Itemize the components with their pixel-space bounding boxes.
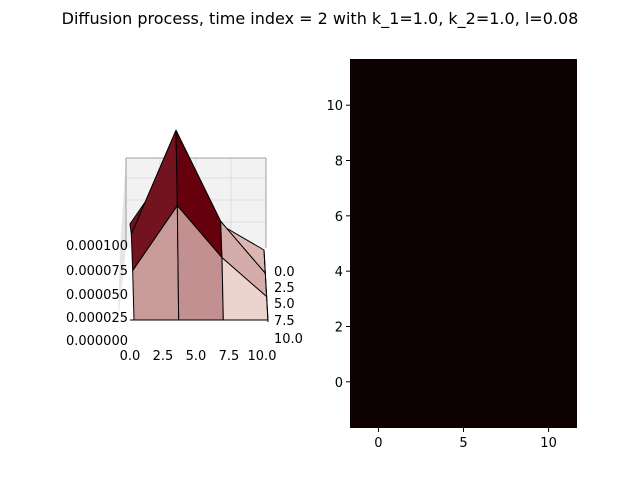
z-tick: 0.000000 (66, 334, 128, 349)
heatmap-x-tick-label: 5 (459, 436, 467, 451)
heatmap-y-tick-label: 4 (335, 265, 343, 280)
heatmap-x-tick-label: 10 (540, 436, 557, 451)
heatmap-y-ticks: 0 2 4 6 8 10 (326, 99, 350, 391)
x-tick: 7.5 (219, 349, 240, 364)
heatmap-x-tick-label: 0 (374, 436, 382, 451)
x-tick: 0.0 (120, 349, 141, 364)
heatmap-y-tick-label: 8 (335, 155, 343, 170)
z-tick: 0.000050 (66, 288, 128, 303)
heatmap-image (350, 59, 577, 428)
z-tick: 0.000100 (66, 239, 128, 254)
x-tick: 10.0 (248, 349, 277, 364)
surface-plot: 0.0 2.5 5.0 7.5 10.0 0.0 2.5 5.0 7.5 10.… (66, 129, 303, 364)
heatmap-x-ticks: 0 5 10 (374, 428, 557, 451)
figure-title: Diffusion process, time index = 2 with k… (62, 9, 579, 29)
heatmap-y-tick-label: 10 (326, 99, 343, 114)
x-tick: 5.0 (186, 349, 207, 364)
y-axis-ticks: 0.0 2.5 5.0 7.5 10.0 (274, 265, 303, 347)
z-tick: 0.000025 (66, 311, 128, 326)
surface-patches (129, 129, 269, 321)
heatmap-y-tick-label: 2 (335, 320, 343, 335)
heatmap-y-tick-label: 6 (335, 210, 343, 225)
heatmap-plot: 0 5 10 0 2 4 6 8 10 (326, 59, 577, 451)
y-tick: 0.0 (274, 265, 295, 280)
x-axis-ticks: 0.0 2.5 5.0 7.5 10.0 (120, 349, 277, 364)
side-pane (118, 158, 126, 322)
heatmap-y-tick-label: 0 (335, 376, 343, 391)
y-axis-line (263, 249, 269, 323)
y-tick: 10.0 (274, 332, 303, 347)
x-tick: 2.5 (153, 349, 174, 364)
y-tick: 2.5 (274, 281, 295, 296)
z-axis-ticks: 0.000100 0.000075 0.000050 0.000025 0.00… (66, 239, 128, 349)
y-tick: 5.0 (274, 297, 295, 312)
z-tick: 0.000075 (66, 264, 128, 279)
y-tick: 7.5 (274, 314, 295, 329)
